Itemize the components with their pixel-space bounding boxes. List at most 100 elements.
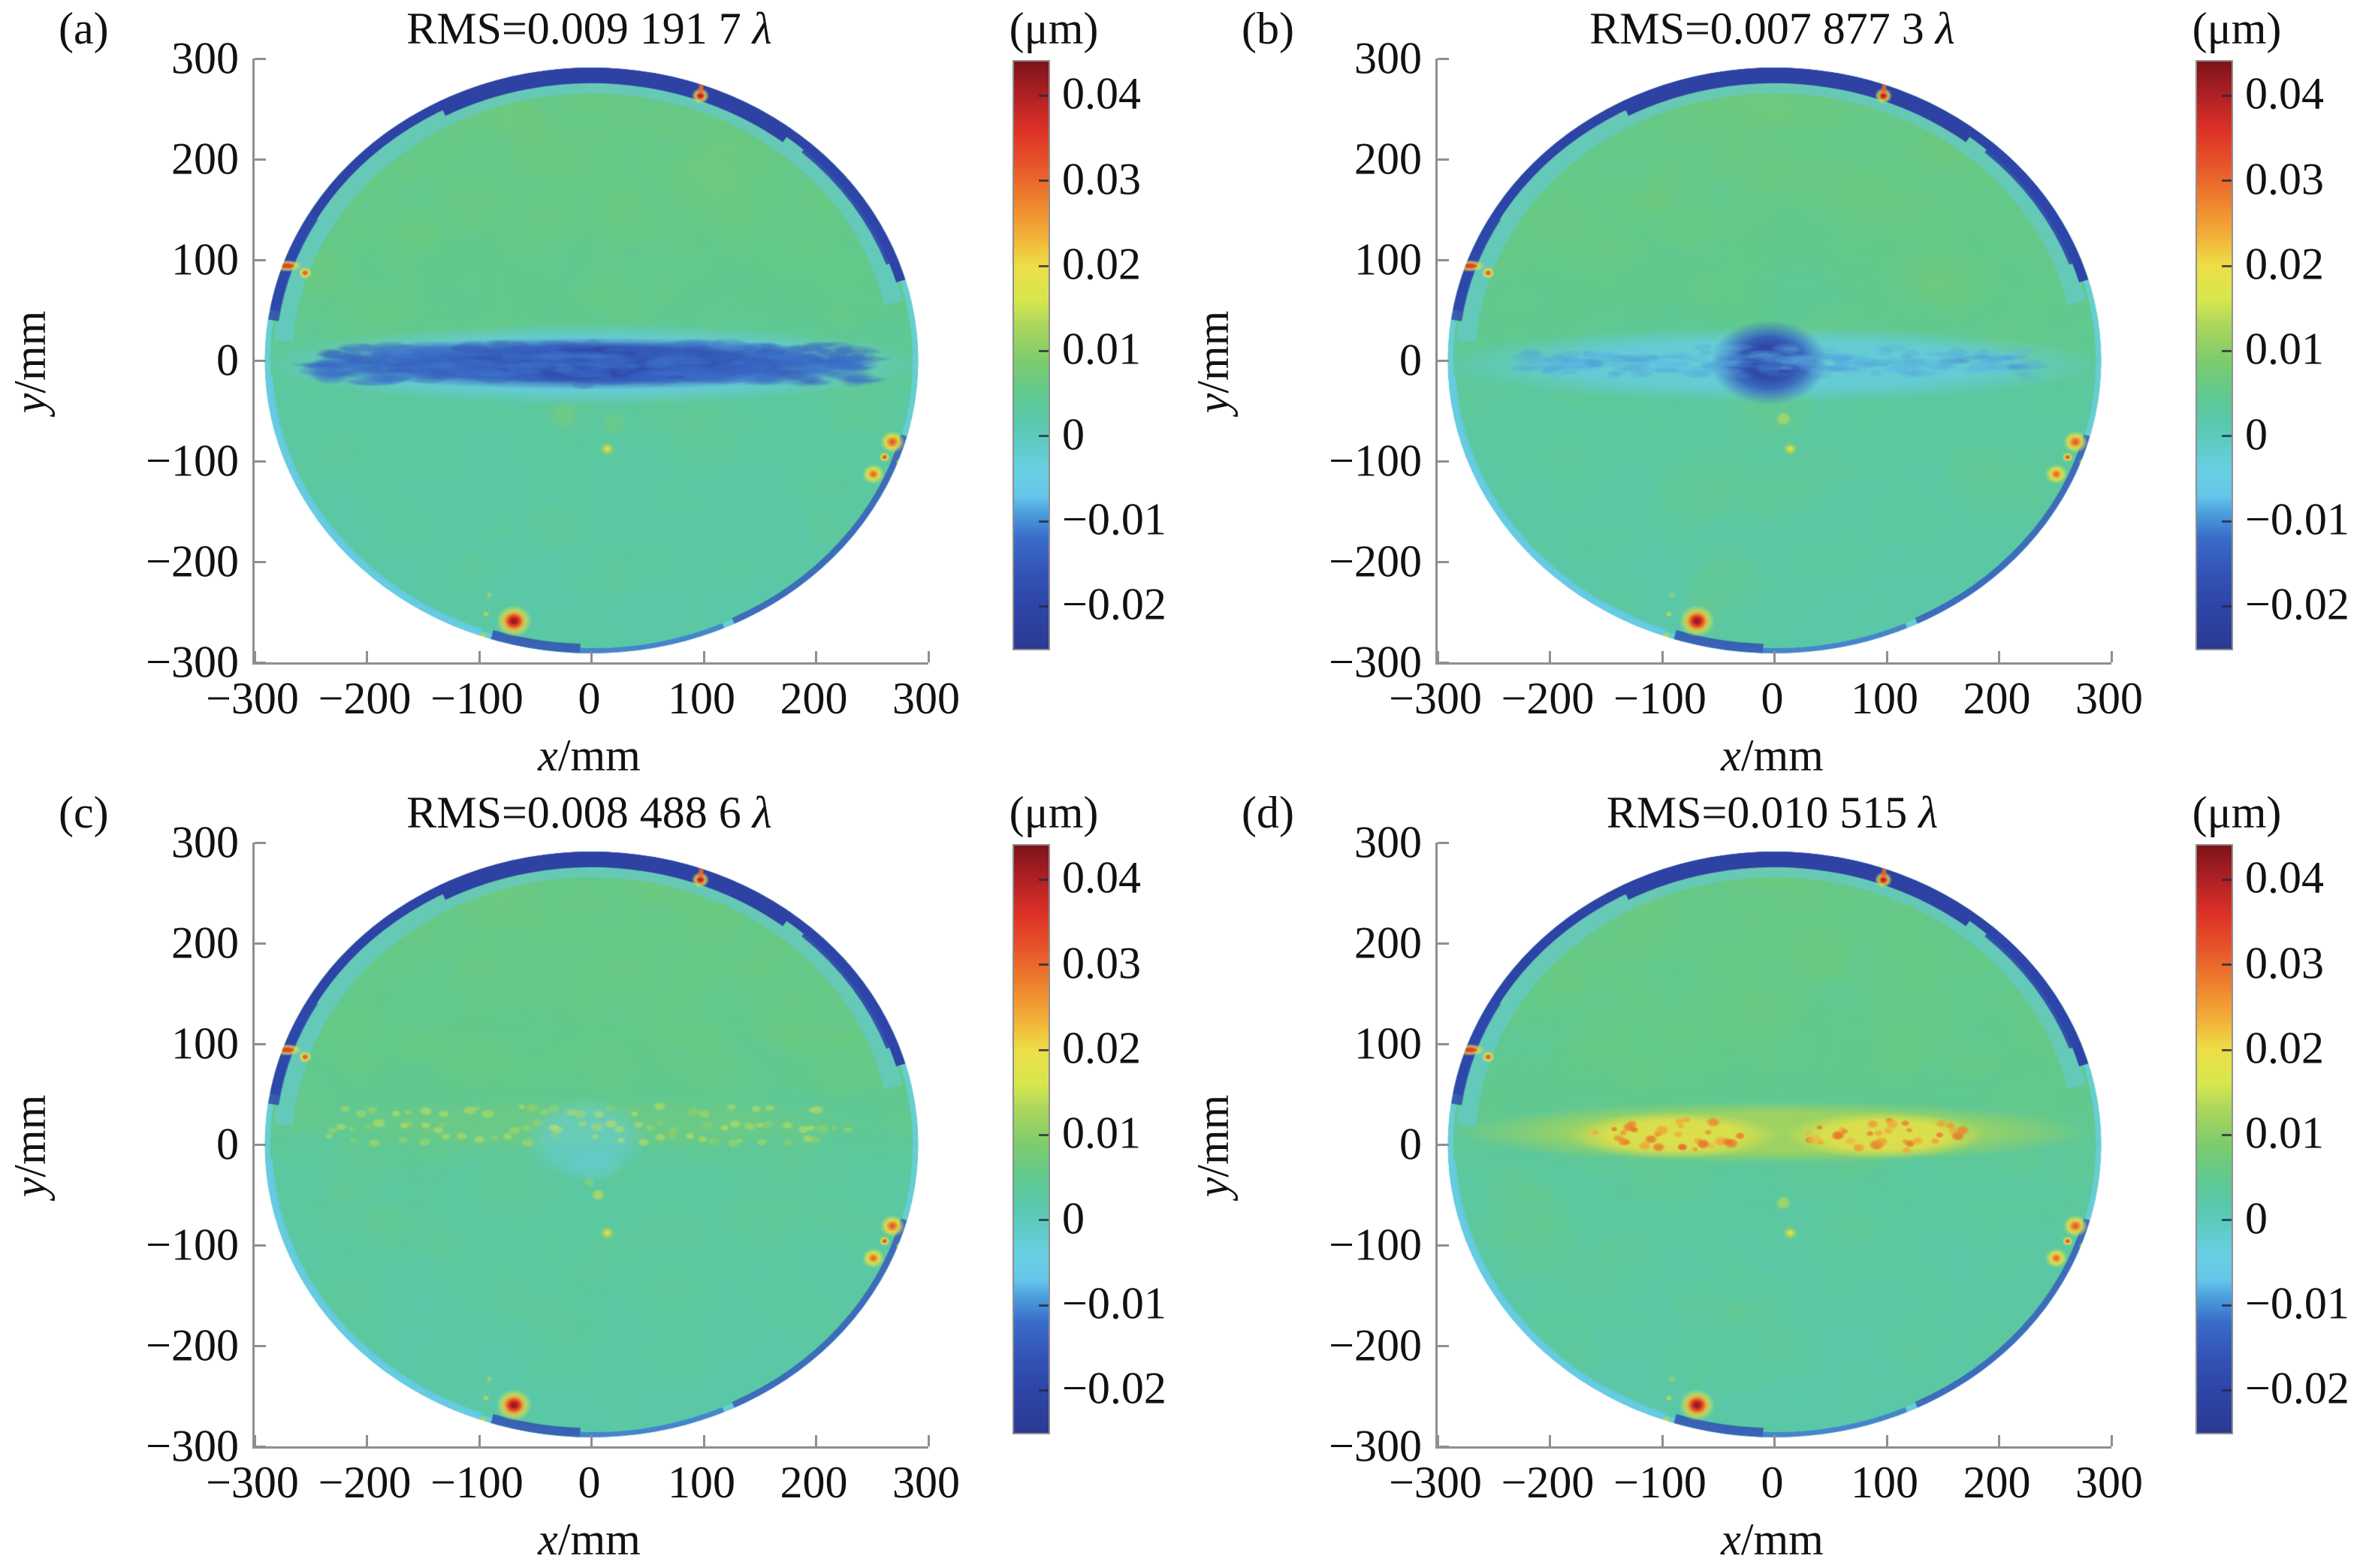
y-tick-label: 300 [171, 33, 239, 83]
y-tick-label: 100 [1354, 234, 1422, 285]
y-axis-tick [255, 1244, 266, 1247]
colorbar-tick-label: 0.02 [2245, 239, 2324, 289]
y-tick-label: −100 [1329, 436, 1422, 486]
x-axis-tick [366, 1435, 368, 1446]
y-tick-label: 0 [1399, 1119, 1422, 1169]
colorbar-tick-label: −0.02 [1062, 1363, 1166, 1413]
plot-area [1435, 57, 2113, 665]
colorbar-tick-label: 0.04 [2245, 852, 2324, 903]
x-tick-label: −200 [1501, 674, 1595, 723]
colorbar-tick [2222, 1219, 2232, 1222]
x-axis-tick [1885, 1435, 1888, 1446]
y-tick-label: 300 [1354, 817, 1422, 867]
x-tick-label: 200 [1963, 1458, 2031, 1507]
surface-map-canvas [255, 59, 928, 662]
x-axis-tick [253, 651, 256, 662]
colorbar-tick [1039, 94, 1049, 97]
x-tick-label: −100 [1613, 1458, 1707, 1507]
colorbar-tick [1039, 435, 1049, 438]
y-axis-tick [1438, 359, 1449, 362]
colorbar-gradient [2197, 62, 2232, 649]
colorbar-tick-label: 0.04 [2245, 68, 2324, 119]
y-axis-tick [255, 560, 266, 563]
x-axis-tick [702, 651, 705, 662]
panel-letter: (c) [59, 788, 109, 837]
x-axis-tick [366, 651, 368, 662]
x-axis-tick [478, 651, 481, 662]
colorbar [2195, 60, 2233, 650]
colorbar-tick [1039, 349, 1049, 352]
y-axis-tick [1438, 1143, 1449, 1146]
y-tick-label: −300 [146, 1421, 239, 1471]
y-tick-label: 0 [216, 335, 239, 385]
colorbar-tick [1039, 264, 1049, 267]
x-axis-tick [2110, 1435, 2113, 1446]
x-axis-tick [1549, 651, 1551, 662]
colorbar-tick [2222, 1304, 2232, 1307]
y-tick-label: 300 [1354, 33, 1422, 83]
colorbar-tick [1039, 1389, 1049, 1392]
x-axis-tick [927, 651, 930, 662]
x-tick-label: −200 [1501, 1458, 1595, 1507]
colorbar-tick-label: −0.02 [1062, 579, 1166, 629]
y-tick-label: 200 [1354, 918, 1422, 968]
plot-area [1435, 841, 2113, 1449]
y-tick-label: −100 [1329, 1220, 1422, 1270]
colorbar-tick-label: 0.03 [2245, 154, 2324, 204]
x-axis-tick [478, 1435, 481, 1446]
y-axis-tick [1438, 1344, 1449, 1347]
y-axis-tick [255, 841, 266, 844]
surface-map-canvas [255, 843, 928, 1446]
y-tick-label: −100 [146, 436, 239, 486]
panel-a: (a) RMS=0.009 191 7 λ (μm) y/mm x/mm −30… [0, 0, 1183, 784]
y-tick-label: 200 [171, 918, 239, 968]
x-tick-label: 200 [1963, 674, 2031, 723]
panel-letter: (a) [59, 4, 109, 53]
panel-title: RMS=0.009 191 7 λ [406, 4, 772, 53]
y-tick-label: 100 [1354, 1018, 1422, 1069]
x-tick-label: −300 [206, 674, 299, 723]
x-tick-label: 0 [1761, 1458, 1784, 1507]
panel-letter: (b) [1242, 4, 1294, 53]
colorbar-tick [2222, 435, 2232, 438]
colorbar-tick-label: 0.04 [1062, 68, 1141, 119]
x-tick-label: 300 [892, 674, 960, 723]
colorbar [2195, 844, 2233, 1434]
colorbar-tick-label: −0.02 [2245, 1363, 2349, 1413]
colorbar-tick-label: 0.03 [1062, 154, 1141, 204]
y-tick-label: 200 [171, 134, 239, 184]
panel-title: RMS=0.008 488 6 λ [406, 788, 772, 837]
x-axis-tick [1549, 1435, 1551, 1446]
x-tick-label: 0 [578, 1458, 601, 1507]
x-tick-label: −100 [1613, 674, 1707, 723]
colorbar-tick-label: 0.04 [1062, 852, 1141, 903]
x-tick-label: −100 [430, 674, 524, 723]
colorbar-tick [1039, 605, 1049, 608]
colorbar-tick-label: −0.02 [2245, 579, 2349, 629]
x-axis-tick [1998, 651, 2000, 662]
colorbar-tick-label: 0 [2245, 409, 2268, 460]
x-axis-tick [815, 1435, 817, 1446]
x-axis-tick [1773, 1435, 1776, 1446]
lambda-symbol: λ [752, 4, 772, 53]
colorbar-tick [1039, 179, 1049, 182]
colorbar-tick [2222, 264, 2232, 267]
y-tick-label: 0 [216, 1119, 239, 1169]
y-axis-tick [1438, 1445, 1449, 1448]
colorbar-tick-label: 0 [1062, 1193, 1085, 1244]
surface-map-canvas [1438, 59, 2111, 662]
y-tick-label: −300 [1329, 637, 1422, 687]
y-tick-label: 200 [1354, 134, 1422, 184]
colorbar-tick-label: 0.01 [1062, 324, 1141, 374]
colorbar-tick-label: 0.03 [1062, 938, 1141, 988]
x-tick-label: −100 [430, 1458, 524, 1507]
lambda-symbol: λ [1918, 788, 1939, 837]
y-axis-tick [1438, 158, 1449, 161]
plot-area [252, 57, 930, 665]
x-axis-tick [815, 651, 817, 662]
colorbar-tick [1039, 1304, 1049, 1307]
colorbar-tick [1039, 520, 1049, 523]
panel-letter: (d) [1242, 788, 1294, 837]
y-axis-tick [1438, 942, 1449, 945]
y-axis-tick [255, 942, 266, 945]
